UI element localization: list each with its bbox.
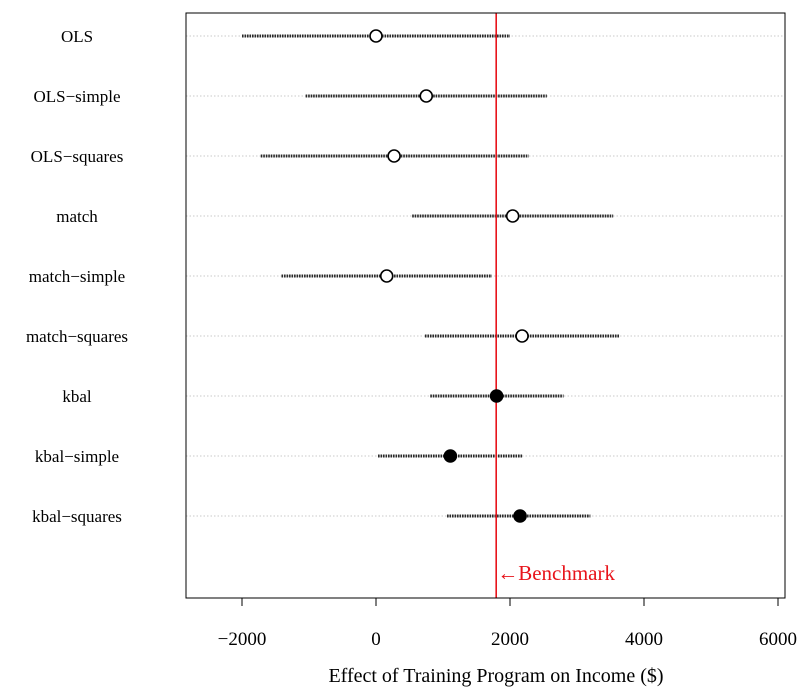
point-open xyxy=(387,149,401,163)
point-open xyxy=(369,29,383,43)
point-estimates xyxy=(369,29,529,523)
row-labels: OLS OLS−simple OLS−squares match match−simpl… xyxy=(26,27,128,526)
row-label: match−squares xyxy=(26,327,128,346)
point-open xyxy=(419,89,434,103)
point-filled xyxy=(513,509,527,523)
point-open xyxy=(515,329,529,343)
plot-frame xyxy=(185,12,786,599)
x-tick-label: 4000 xyxy=(625,629,663,650)
x-tick-label: 0 xyxy=(371,629,381,650)
row-label: kbal−squares xyxy=(32,507,122,526)
x-tick-label: −2000 xyxy=(218,629,267,650)
point-open xyxy=(505,209,520,223)
point-filled xyxy=(443,449,458,463)
x-tick-label: 2000 xyxy=(491,629,529,650)
row-label: kbal xyxy=(62,387,92,406)
row-label: OLS−squares xyxy=(31,147,124,166)
row-label: OLS−simple xyxy=(33,87,120,106)
row-label: kbal−simple xyxy=(35,447,119,466)
x-axis-label: Effect of Training Program on Income ($) xyxy=(328,665,663,687)
point-filled xyxy=(489,389,504,403)
point-open xyxy=(379,269,394,283)
row-label: match xyxy=(56,207,98,226)
x-axis: −2000 0 2000 4000 6000 xyxy=(218,597,797,650)
benchmark-label: ←Benchmark xyxy=(497,561,615,585)
x-tick-label: 6000 xyxy=(759,629,797,650)
row-label: OLS xyxy=(61,27,93,46)
row-label: match−simple xyxy=(29,267,125,286)
